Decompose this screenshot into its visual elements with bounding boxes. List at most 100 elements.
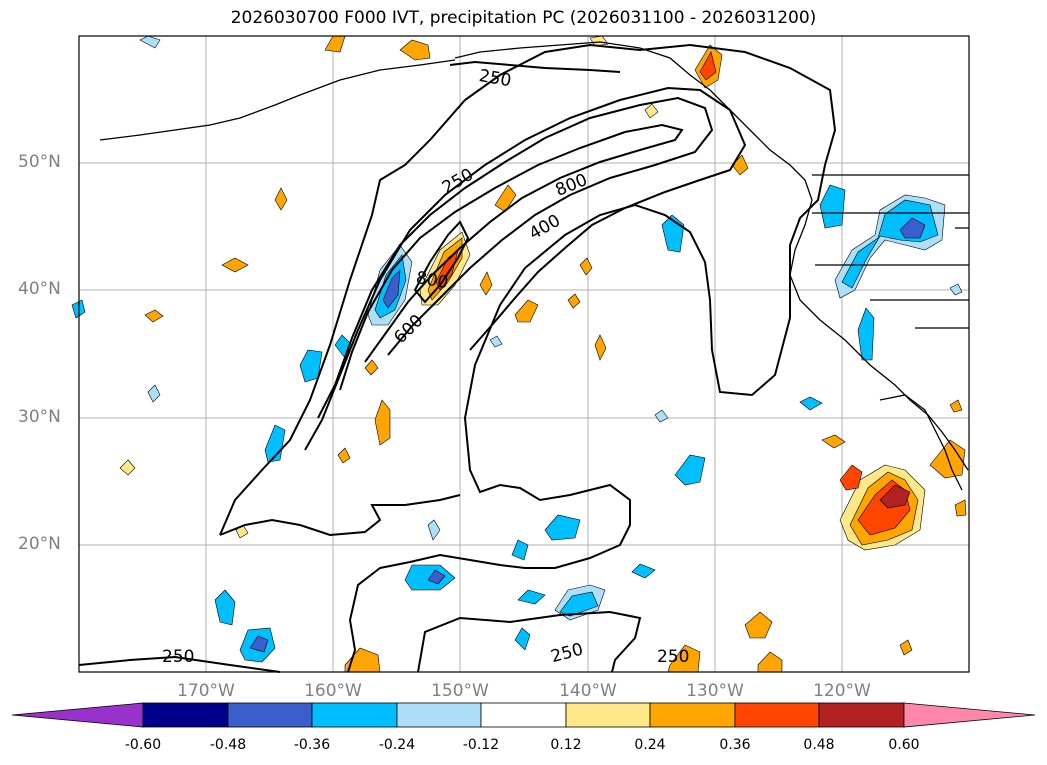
pc-area (119, 459, 136, 476)
pc-area (374, 399, 391, 446)
ivt-contour-250 (449, 60, 621, 73)
colorbar-segment (649, 702, 736, 728)
colorbar-extend-min (11, 702, 144, 728)
pc-area (514, 299, 539, 323)
colorbar-segment (480, 702, 567, 728)
lat-label: 20°N (18, 534, 61, 554)
pc-area (589, 35, 609, 47)
pc-area (579, 257, 593, 276)
pc-area (264, 424, 286, 463)
contour-label: 250 (162, 647, 194, 667)
pc-area (489, 335, 503, 348)
colorbar-tick-label: -0.12 (462, 737, 500, 753)
pc-area (819, 184, 846, 229)
pc-area (479, 271, 493, 296)
ivt-contour-600 (317, 96, 714, 419)
pc-area (954, 499, 967, 517)
colorbar-segment (734, 702, 820, 728)
pc-area (699, 51, 717, 81)
pc-area (544, 514, 581, 541)
pc-area (514, 627, 531, 651)
pc-area (337, 447, 351, 464)
lon-label: 150°W (431, 681, 489, 701)
plot-frame (78, 35, 970, 673)
pc-area (667, 644, 701, 673)
pc-area (221, 257, 249, 273)
figure-title: 2026030700 F000 IVT, precipitation PC (2… (230, 8, 817, 28)
pc-area (147, 384, 161, 403)
ivt-contours (78, 43, 837, 673)
lon-label: 130°W (686, 681, 744, 701)
pc-area (594, 334, 607, 361)
pc-area (631, 563, 656, 579)
colorbar-segment (142, 702, 229, 728)
lon-label: 120°W (813, 681, 871, 701)
pc-area (899, 217, 926, 239)
ivt-contour-800 (339, 123, 684, 391)
pc-area (382, 269, 401, 309)
pc-area (821, 434, 846, 449)
colorbar-tick-label: -0.36 (293, 737, 331, 753)
pc-area (731, 154, 749, 176)
pc-area (899, 639, 913, 656)
gridlines (79, 36, 969, 672)
ivt-contour-400 (304, 86, 747, 451)
pc-area (949, 399, 963, 413)
colorbar-tick-label: -0.60 (124, 737, 162, 753)
precip-negative-areas (71, 35, 963, 663)
pc-area (427, 569, 446, 585)
colorbar-tick-label: -0.24 (378, 737, 416, 753)
pc-area (857, 307, 875, 361)
colorbar-segment (311, 702, 398, 728)
contour-label: 250 (657, 647, 689, 667)
colorbar-tick-label: 0.60 (888, 737, 920, 753)
coastlines (99, 41, 969, 491)
pc-area (364, 359, 379, 376)
pc-area (517, 589, 546, 605)
colorbar-segment (818, 702, 905, 728)
ivt-contour-250 (219, 43, 837, 673)
coastline (454, 41, 969, 471)
lon-label: 170°W (177, 681, 235, 701)
colorbar-segment (565, 702, 651, 728)
lat-label: 50°N (18, 152, 61, 172)
pc-area (399, 39, 431, 61)
pc-area (144, 309, 164, 323)
lat-label: 40°N (18, 279, 61, 299)
coastline (879, 394, 963, 491)
pc-area (299, 349, 323, 383)
pc-area (644, 103, 659, 119)
pc-area (744, 611, 773, 639)
ivt-contour-800 (413, 220, 470, 304)
ivt-contour-250 (219, 494, 461, 537)
pc-area (674, 454, 706, 486)
colorbar-tick-label: 0.24 (634, 737, 666, 753)
colorbar-tick-label: 0.12 (550, 737, 582, 753)
pc-area (274, 187, 288, 211)
pc-area (654, 409, 669, 423)
pc-area (494, 184, 517, 213)
state-border (812, 174, 969, 329)
pc-area (879, 484, 911, 509)
pc-area (344, 647, 381, 673)
colorbar-tick-label: 0.36 (719, 737, 751, 753)
ivt-contour-250 (417, 610, 642, 673)
pc-area (799, 396, 823, 411)
pc-area (511, 539, 529, 561)
pc-area (757, 651, 783, 673)
colorbar-segment (227, 702, 313, 728)
lat-label: 30°N (18, 407, 61, 427)
colorbar-tick-label: 0.48 (803, 737, 835, 753)
colorbar (11, 702, 1036, 728)
pc-area (427, 519, 441, 541)
pc-area (839, 464, 863, 491)
colorbar-segment (396, 702, 482, 728)
pc-area (567, 293, 581, 309)
pc-area (214, 589, 236, 626)
lon-label: 160°W (304, 681, 362, 701)
pc-area (249, 635, 269, 653)
pc-area (949, 283, 963, 296)
colorbar-tick-label: -0.48 (209, 737, 247, 753)
coastline (99, 59, 456, 141)
